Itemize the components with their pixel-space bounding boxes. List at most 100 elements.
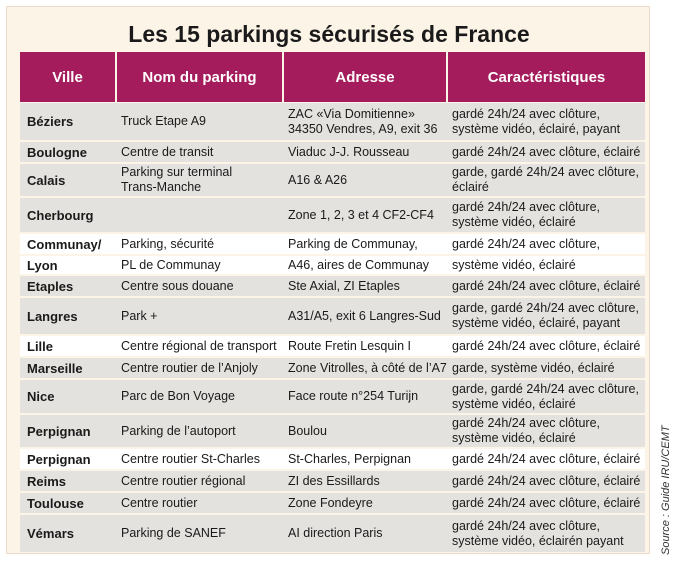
column-header-adresse: Adresse	[284, 52, 446, 102]
cell-line: Centre sous douane	[121, 278, 234, 293]
table-row: Etaples Centre sous douane Ste Axial, ZI E…	[20, 276, 645, 296]
cell-adresse: Parking de Communay,	[284, 234, 446, 254]
cell-ville: Cherbourg	[20, 198, 115, 232]
cell-text: Marseille	[27, 360, 83, 376]
cell-nom: Centre de transit	[117, 142, 282, 162]
cell-text: Vémars	[27, 526, 74, 541]
cell-line: garde, système vidéo, éclairé	[452, 360, 615, 375]
cell-line: gardé 24h/24 avec clôture, éclairé	[452, 451, 641, 466]
cell-line: éclairé	[452, 180, 489, 194]
cell-ville: Communay/	[20, 234, 115, 254]
cell-adresse: Boulou	[284, 415, 446, 447]
column-header-caracteristiques: Caractéristiques	[448, 52, 645, 102]
cell-adresse: Zone Fondeyre	[284, 493, 446, 513]
table-row: Communay/Parking, sécurité Parking de Com…	[20, 234, 645, 254]
cell-nom: Parking, sécurité	[117, 234, 282, 254]
column-header-ville: Ville	[20, 52, 115, 102]
column-header-nom: Nom du parking	[117, 52, 282, 102]
cell-ville: Langres	[20, 298, 115, 334]
cell-ville: Boulogne	[20, 142, 115, 162]
cell-line: St-Charles, Perpignan	[288, 451, 411, 466]
cell-line: Parking de Communay,	[288, 236, 418, 251]
cell-line: ZI des Essillards	[288, 473, 380, 488]
cell-caracteristiques: gardé 24h/24 avec clôture,	[448, 234, 645, 254]
cell-text: Boulogne	[27, 144, 87, 160]
cell-line: Centre routier de l’Anjoly	[121, 360, 258, 375]
cell-line: garde, gardé 24h/24 avec clôture,	[452, 301, 639, 315]
cell-text: Béziers	[27, 114, 74, 129]
cell-line: A16 & A26	[288, 172, 348, 187]
page-title: Les 15 parkings sécurisés de France	[128, 21, 530, 47]
cell-adresse: ZAC «Via Domitienne» 34350 Vendres, A9, e…	[284, 103, 446, 140]
cell-line: Parking sur terminal	[121, 165, 233, 179]
cell-ville: Toulouse	[20, 493, 115, 513]
cell-line: Centre routier St-Charles	[121, 451, 260, 466]
cell-line: Ste Axial, ZI Etaples	[288, 278, 400, 293]
cell-line: garde, gardé 24h/24 avec clôture,	[452, 165, 639, 179]
table-row: Vémars Parking de SANEF AI direction Paris…	[20, 515, 645, 552]
cell-line: gardé 24h/24 avec clôture, éclairé	[452, 473, 641, 488]
cell-line: gardé 24h/24 avec clôture, éclairé	[452, 495, 641, 510]
cell-text: Reims	[27, 473, 67, 489]
cell-line: Boulou	[288, 423, 327, 438]
cell-nom: Parking de l’autoport	[117, 415, 282, 447]
cell-line: gardé 24h/24 avec clôture,	[452, 236, 601, 251]
cell-caracteristiques: système vidéo, éclairé	[448, 256, 645, 274]
cell-nom: Centre routier St-Charles	[117, 449, 282, 469]
cell-line: AI direction Paris	[288, 526, 383, 540]
cell-line: garde, gardé 24h/24 avec clôture,	[452, 381, 639, 396]
cell-caracteristiques: gardé 24h/24 avec clôture, éclairé	[448, 493, 645, 513]
cell-line: Zone 1, 2, 3 et 4 CF2-CF4	[288, 207, 434, 222]
cell-line: Centre routier régional	[121, 473, 246, 488]
cell-nom: Centre routier de l’Anjoly	[117, 358, 282, 378]
cell-caracteristiques: garde, gardé 24h/24 avec clôture, système…	[448, 298, 645, 334]
cell-line: Parking de l’autoport	[121, 423, 236, 438]
cell-line: gardé 24h/24 avec clôture, éclairé	[452, 144, 641, 159]
cell-text: Lyon	[27, 257, 58, 273]
cell-ville: Marseille	[20, 358, 115, 378]
cell-caracteristiques: gardé 24h/24 avec clôture, système vidéo,…	[448, 415, 645, 447]
cell-ville: Reims	[20, 471, 115, 491]
cell-text: Perpignan	[27, 451, 91, 467]
cell-line: 34350 Vendres, A9, exit 36	[288, 121, 438, 136]
cell-line: Centre de transit	[121, 144, 214, 159]
cell-nom: Truck Etape A9	[117, 103, 282, 140]
cell-caracteristiques: gardé 24h/24 avec clôture, système vidéo,…	[448, 103, 645, 140]
cell-line: gardé 24h/24 avec clôture, éclairé	[452, 338, 641, 353]
table-row: Langres Park + A31/A5, exit 6 Langres-Sud g…	[20, 298, 645, 334]
cell-text: Toulouse	[27, 495, 84, 511]
cell-line: Centre régional de transport	[121, 338, 277, 353]
cell-caracteristiques: gardé 24h/24 avec clôture, éclairé	[448, 276, 645, 296]
cell-line: système vidéo, éclairé, payant	[452, 316, 621, 330]
cell-adresse: Ste Axial, ZI Etaples	[284, 276, 446, 296]
cell-adresse: ZI des Essillards	[284, 471, 446, 491]
table-row: Nice Parc de Bon Voyage Face route n°254 T…	[20, 380, 645, 413]
cell-line: gardé 24h/24 avec clôture,	[452, 200, 601, 214]
cell-line: gardé 24h/24 avec clôture,	[452, 106, 601, 121]
cell-nom: Parc de Bon Voyage	[117, 380, 282, 413]
cell-text: Lille	[27, 338, 54, 354]
cell-line: Viaduc J-J. Rousseau	[288, 144, 410, 159]
cell-nom: Centre régional de transport	[117, 336, 282, 356]
cell-adresse: Zone Vitrolles, à côté de l’A7	[284, 358, 447, 378]
cell-ville: Béziers	[20, 103, 115, 140]
cell-line: ZAC «Via Domitienne»	[288, 106, 415, 121]
cell-caracteristiques: garde, système vidéo, éclairé	[448, 358, 645, 378]
cell-line: système vidéo, éclairé, payant	[452, 121, 621, 136]
table-panel: Les 15 parkings sécurisés de France Vill…	[6, 6, 650, 554]
table-row: Marseille Centre routier de l’Anjoly Zone …	[20, 358, 645, 378]
cell-nom: Centre routier	[117, 493, 282, 513]
cell-line: système vidéo, éclairé	[452, 396, 576, 411]
cell-caracteristiques: gardé 24h/24 avec clôture, éclairé	[448, 142, 645, 162]
cell-line: Face route n°254 Turijn	[288, 389, 419, 403]
cell-line: PL de Communay	[121, 257, 221, 272]
table-row: Boulogne Centre de transit Viaduc J-J. Rou…	[20, 142, 645, 162]
cell-line: A31/A5, exit 6 Langres-Sud	[288, 308, 441, 323]
cell-nom: Parking sur terminal Trans-Manche	[117, 164, 282, 196]
cell-text: Communay/	[27, 236, 102, 252]
cell-caracteristiques: gardé 24h/24 avec clôture, système vidéo,…	[448, 515, 645, 552]
cell-adresse: Route Fretin Lesquin I	[284, 336, 446, 356]
cell-text: Calais	[27, 172, 66, 188]
cell-line: système vidéo, éclairé	[452, 215, 576, 229]
table-row: Lyon PL de Communay A46, aires de Communa…	[20, 256, 645, 274]
